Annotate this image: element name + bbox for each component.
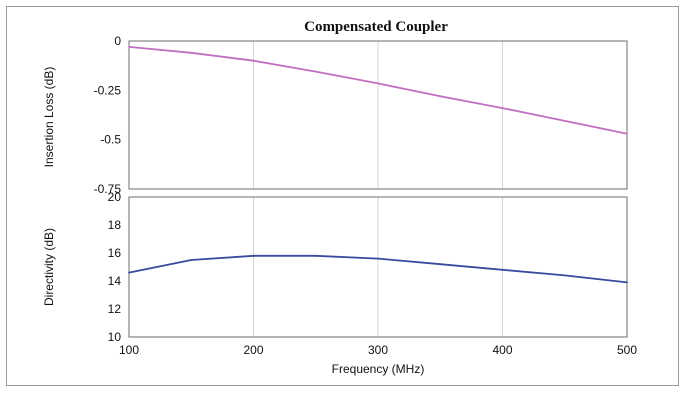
insertion-loss-plot-area [128, 40, 628, 190]
frequency-xtick-label: 300 [368, 343, 388, 357]
chart-svg: Compensated Coupler 0 -0.25 -0.5 -0.75 20 18… [42, 19, 637, 376]
frequency-axis-label: Frequency (MHz) [332, 362, 425, 376]
insertion-loss-data-point [377, 82, 379, 85]
insertion-loss-axis-label: Insertion Loss (dB) [42, 67, 56, 168]
directivity-data-point [252, 254, 255, 257]
insertion-loss-data-point [626, 132, 628, 135]
insertion-loss-ytick-label: -0.25 [94, 83, 122, 97]
directivity-ytick-label: 14 [108, 274, 122, 288]
insertion-loss-data-point [128, 46, 130, 48]
directivity-ytick-label: 10 [108, 330, 122, 344]
directivity-ytick-label: 12 [108, 302, 122, 316]
insertion-loss-data-point [563, 120, 566, 122]
insertion-loss-ytick-label: -0.5 [100, 133, 121, 147]
directivity-data-point [626, 281, 628, 284]
directivity-plot-area [128, 196, 628, 338]
directivity-data-point [439, 263, 442, 266]
directivity-data-point [563, 274, 566, 277]
frequency-xtick-label: 100 [119, 343, 139, 357]
insertion-loss-ytick-label: -0.75 [94, 182, 122, 196]
insertion-loss-data-point [314, 70, 317, 73]
directivity-ytick-label: 20 [108, 190, 122, 204]
insertion-loss-ytick-label: 0 [114, 34, 121, 48]
directivity-axis-label: Directivity (dB) [42, 228, 56, 306]
directivity-ytick-label: 18 [108, 218, 122, 232]
insertion-loss-data-point [252, 59, 255, 62]
directivity-panel: 20 18 16 14 12 10 [108, 190, 628, 344]
insertion-loss-data-point [190, 51, 193, 54]
insertion-loss-data-point [439, 95, 442, 98]
chart-title: Compensated Coupler [304, 19, 448, 35]
directivity-data-point [377, 257, 379, 260]
chart-frame: Compensated Coupler 0 -0.25 -0.5 -0.75 20 18… [6, 6, 679, 386]
directivity-data-point [501, 268, 504, 271]
frequency-xtick-label: 400 [492, 343, 512, 357]
directivity-data-point [190, 259, 193, 261]
directivity-data-point [314, 254, 317, 257]
directivity-ytick-label: 16 [108, 246, 122, 260]
insertion-loss-data-point [501, 107, 504, 109]
directivity-data-point [128, 271, 130, 274]
insertion-loss-panel: 0 -0.25 -0.5 -0.75 [94, 34, 628, 196]
frequency-xtick-label: 500 [617, 343, 637, 357]
frequency-xtick-label: 200 [243, 343, 263, 357]
